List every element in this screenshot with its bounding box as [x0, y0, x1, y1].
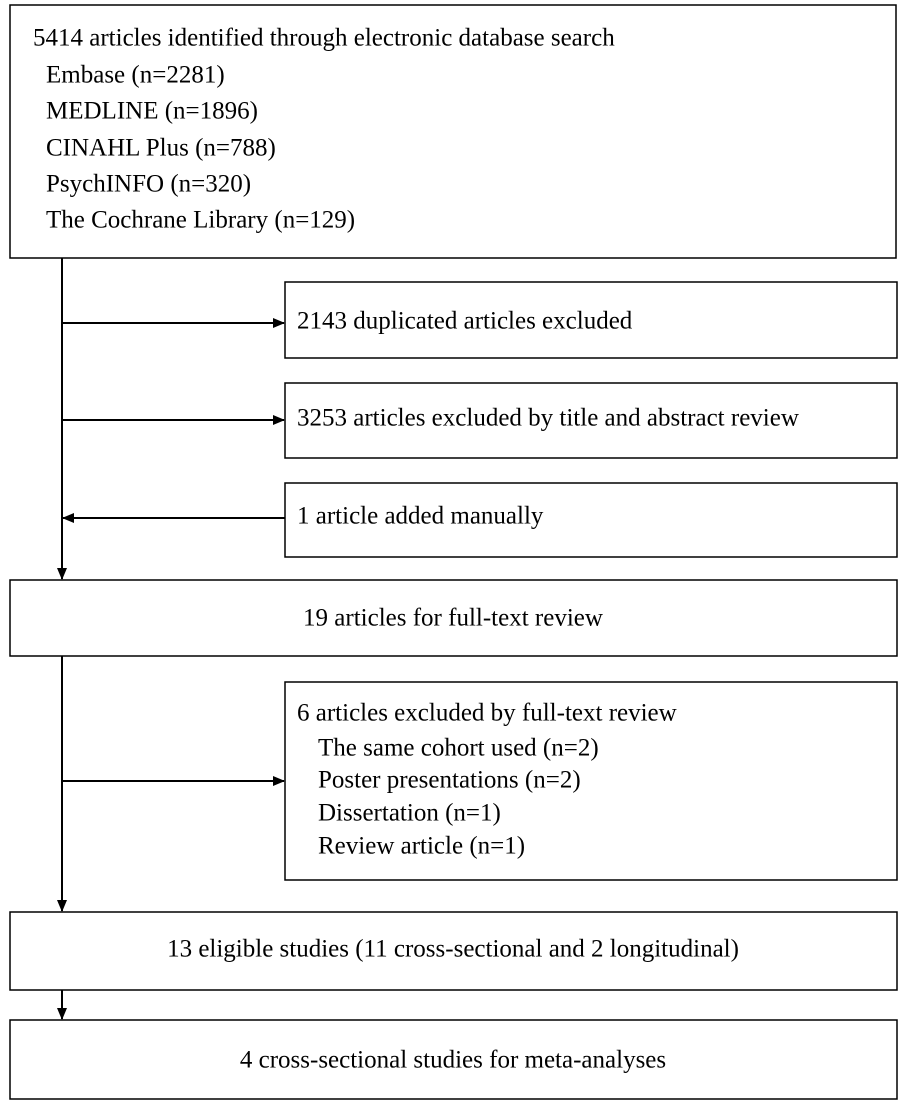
box-title: 19 articles for full-text review [303, 605, 603, 632]
box-line: Poster presentations (n=2) [318, 767, 581, 794]
box [284, 281, 898, 359]
box-line: CINAHL Plus (n=788) [46, 135, 276, 162]
box [284, 681, 898, 881]
box-title: 5414 articles identified through electro… [33, 25, 615, 52]
box [9, 579, 898, 657]
box-title: 3253 articles excluded by title and abst… [297, 405, 799, 432]
box-line: Dissertation (n=1) [318, 800, 501, 827]
box-line: The Cochrane Library (n=129) [46, 207, 355, 234]
box-line: MEDLINE (n=1896) [46, 98, 258, 125]
box-title: 13 eligible studies (11 cross-sectional … [167, 936, 739, 963]
box-title: 6 articles excluded by full-text review [297, 700, 677, 727]
box [9, 4, 897, 259]
box-line: Embase (n=2281) [46, 62, 225, 89]
box-title: 2143 duplicated articles excluded [297, 308, 633, 335]
box [9, 1019, 898, 1100]
box-line: PsychINFO (n=320) [46, 171, 251, 198]
box-title: 4 cross-sectional studies for meta-analy… [240, 1047, 666, 1074]
box-line: Review article (n=1) [318, 833, 525, 860]
box [284, 382, 898, 459]
box [284, 482, 898, 558]
box-title: 1 article added manually [297, 503, 544, 530]
box [9, 911, 898, 991]
box-line: The same cohort used (n=2) [318, 735, 599, 762]
